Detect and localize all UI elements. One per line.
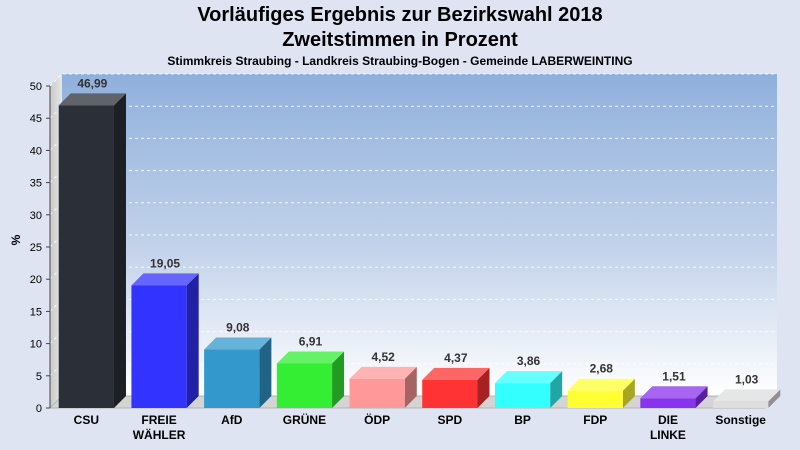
bar-top (58, 93, 126, 106)
bar-front (204, 349, 260, 408)
bar (276, 351, 345, 408)
data-label: 2,68 (590, 362, 614, 376)
bar-top (276, 351, 345, 364)
bar-top (204, 337, 272, 350)
bar-side (332, 351, 345, 408)
x-tick-label: CSU (74, 413, 99, 427)
bar (422, 367, 490, 408)
y-tick-label: 10 (30, 339, 42, 351)
y-axis-label: % (9, 234, 23, 245)
x-tick-label: Sonstige (715, 413, 766, 427)
bar-front (349, 378, 405, 408)
bar-front (494, 383, 551, 408)
x-tick-label: DIE LINKE (650, 413, 686, 442)
chart-subsubtitle: Stimmkreis Straubing - Landkreis Straubi… (167, 54, 633, 68)
gridline (49, 105, 777, 119)
bar-side (550, 371, 563, 408)
bar-front (422, 379, 478, 408)
bar-side (768, 389, 781, 408)
data-label: 4,52 (371, 350, 395, 364)
bar-side (622, 378, 635, 408)
gridline (49, 363, 777, 377)
bar-top (422, 367, 490, 380)
y-tick-label: 25 (30, 242, 42, 254)
gridline (49, 331, 777, 344)
bar-top (713, 389, 781, 402)
data-label: 19,05 (150, 256, 180, 270)
bar (640, 386, 708, 408)
bar-front (131, 285, 187, 408)
bar-top (640, 386, 708, 399)
bar (58, 93, 126, 408)
bar-top (567, 378, 635, 391)
gridline (49, 170, 777, 183)
bar (204, 337, 272, 408)
x-tick-label: ÖDP (364, 412, 390, 427)
bar-top (349, 366, 417, 379)
bar (567, 378, 635, 408)
y-tick-label: 35 (30, 178, 42, 190)
y-tick-label: 45 (30, 113, 42, 125)
y-tick-label: 40 (30, 145, 42, 157)
bar (713, 389, 781, 408)
x-tick-label: SPD (438, 413, 463, 427)
bar-side (113, 93, 126, 408)
x-tick-label: FDP (583, 413, 607, 427)
bar-front (713, 401, 769, 408)
bar-front (58, 105, 114, 408)
bar-side (259, 337, 272, 408)
gridline (49, 137, 777, 151)
x-tick-label: BP (514, 413, 531, 427)
x-tick-label: FREIE WÄHLER (133, 413, 186, 442)
data-label: 6,91 (299, 334, 323, 348)
bar-side (186, 273, 199, 408)
data-label: 4,37 (444, 351, 468, 365)
y-tick-label: 30 (30, 210, 42, 222)
bar-front (640, 398, 696, 408)
gridline (49, 266, 777, 280)
y-tick-label: 15 (30, 306, 42, 318)
data-label: 46,99 (77, 76, 107, 90)
bar-front (567, 390, 623, 408)
x-tick-label: AfD (221, 413, 243, 427)
chart-subtitle: Zweitstimmen in Prozent (282, 29, 518, 51)
data-label: 9,08 (226, 321, 250, 335)
gridline (49, 73, 777, 87)
bar (131, 273, 199, 408)
bar-top (131, 273, 199, 286)
gridline (49, 202, 777, 216)
chart-title: Vorläufiges Ergebnis zur Bezirkswahl 201… (197, 4, 603, 26)
data-label: 1,03 (735, 372, 759, 386)
data-label: 1,51 (662, 369, 686, 383)
bar-top (494, 371, 563, 384)
y-tick-label: 5 (36, 371, 42, 383)
y-tick-label: 20 (30, 274, 42, 286)
x-tick-label: GRÜNE (283, 412, 326, 427)
bar-side (695, 386, 708, 408)
bar-side (404, 366, 417, 408)
y-tick-label: 50 (30, 81, 42, 93)
gridline (49, 234, 777, 248)
bar (349, 366, 417, 408)
bar-side (477, 367, 490, 408)
bar-front (276, 363, 333, 408)
data-label: 3,86 (517, 354, 541, 368)
bar (494, 371, 563, 408)
y-tick-label: 0 (36, 403, 42, 415)
gridline (49, 298, 777, 312)
